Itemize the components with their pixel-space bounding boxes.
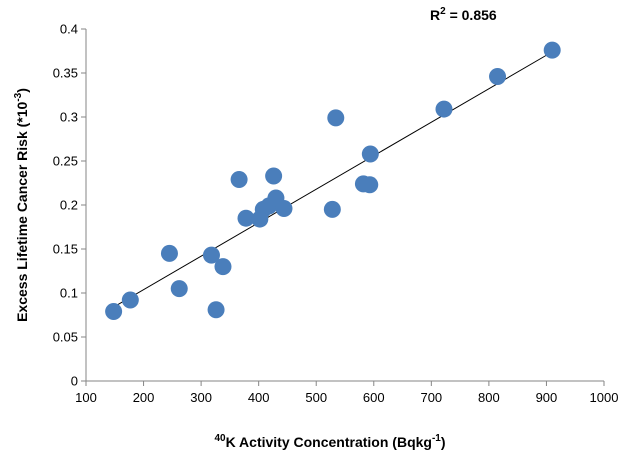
- y-tick-label: 0.25: [53, 154, 78, 169]
- x-tick-label: 600: [363, 390, 385, 405]
- data-point: [361, 145, 379, 163]
- x-axis-title: 40K Activity Concentration (Bqkg-1): [214, 433, 445, 450]
- y-tick-label: 0.05: [53, 330, 78, 345]
- y-tick-label: 0.35: [53, 66, 78, 81]
- y-axis-title: Excess Lifetime Cancer Risk (*10-3): [13, 88, 30, 322]
- y-axis-title-suffix: ): [14, 88, 30, 93]
- data-point: [361, 176, 379, 194]
- x-tick-label: 500: [305, 390, 327, 405]
- axes-layer: [81, 28, 605, 386]
- r-squared-superscript: 2: [440, 6, 446, 17]
- data-point: [489, 68, 507, 86]
- x-tick-label: 200: [133, 390, 155, 405]
- x-tick-label: 1000: [590, 390, 619, 405]
- data-point: [323, 200, 341, 218]
- r-squared-annotation: R2 = 0.856: [430, 6, 497, 23]
- y-tick-label: 0.3: [60, 110, 78, 125]
- x-axis-title-superscript: 40: [214, 433, 226, 444]
- y-tick-label: 0.2: [60, 198, 78, 213]
- x-axis-title-unit-exponent: -1: [432, 433, 441, 444]
- data-point: [121, 291, 139, 309]
- x-axis-title-suffix: ): [441, 434, 446, 450]
- r-squared-symbol: R: [430, 7, 440, 23]
- data-point: [214, 258, 232, 276]
- data-point: [202, 246, 220, 264]
- y-axis-title-exponent: -3: [13, 92, 24, 101]
- data-point: [170, 280, 188, 298]
- data-point: [207, 301, 225, 319]
- marks-layer: [105, 41, 561, 320]
- data-point: [543, 41, 561, 59]
- trendline: [113, 51, 553, 308]
- data-point: [230, 170, 248, 188]
- x-tick-label: 100: [75, 390, 97, 405]
- data-point: [327, 109, 345, 127]
- data-point: [105, 302, 123, 320]
- data-point: [160, 244, 178, 262]
- y-axis-title-text: Excess Lifetime Cancer Risk (*10: [14, 101, 30, 321]
- data-point: [435, 100, 453, 118]
- y-tick-label: 0: [71, 374, 78, 389]
- x-tick-label: 800: [478, 390, 500, 405]
- y-tick-label: 0.4: [60, 22, 78, 37]
- x-tick-label: 700: [420, 390, 442, 405]
- x-axis-title-text: K Activity Concentration (Bqkg: [226, 434, 432, 450]
- data-point: [265, 167, 283, 185]
- x-tick-label: 900: [536, 390, 558, 405]
- x-tick-label: 300: [190, 390, 212, 405]
- labels-layer: 0 0.05 0.1 0.15 0.2 0.25 0.3 0.35 0.4 100 200 300 40…: [53, 22, 619, 406]
- x-tick-label: 400: [248, 390, 270, 405]
- r-squared-value: = 0.856: [446, 7, 497, 23]
- y-tick-label: 0.1: [60, 286, 78, 301]
- data-point: [275, 200, 293, 218]
- data-point: [237, 209, 255, 227]
- y-tick-label: 0.15: [53, 242, 78, 257]
